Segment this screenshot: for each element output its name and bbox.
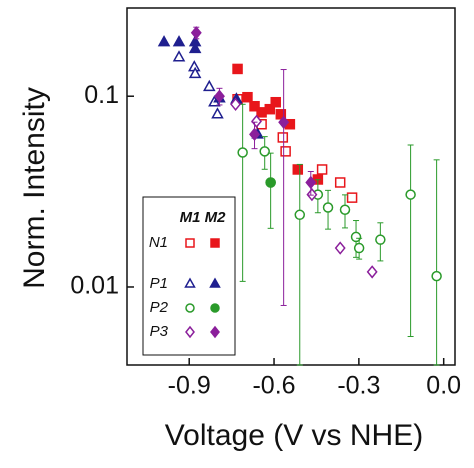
- legend-header: M2: [205, 209, 226, 226]
- y-axis-label: Norm. Intensity: [18, 87, 51, 289]
- marker: [259, 146, 270, 157]
- marker: [188, 66, 202, 79]
- marker: [172, 50, 186, 62]
- marker: [375, 234, 386, 245]
- plot-frame: [126, 7, 456, 366]
- marker: [292, 164, 304, 175]
- marker: [265, 177, 276, 188]
- legend-marker: [184, 277, 196, 288]
- x-tick-label: -0.3: [337, 372, 380, 400]
- y-tick-label: 0.1: [84, 81, 119, 109]
- marker: [350, 231, 362, 243]
- marker: [316, 164, 328, 175]
- marker: [190, 26, 202, 40]
- y-tick-label: 0.01: [70, 272, 119, 300]
- marker: [188, 41, 202, 54]
- legend-marker: [185, 238, 195, 248]
- x-tick-label: -0.9: [168, 372, 211, 400]
- marker: [431, 270, 442, 282]
- marker: [203, 79, 216, 92]
- marker: [405, 189, 416, 200]
- legend-marker: [210, 303, 220, 313]
- marker: [366, 265, 378, 279]
- marker: [322, 202, 334, 213]
- marker: [237, 147, 248, 158]
- marker: [277, 132, 289, 143]
- x-tick-label: 0.0: [426, 372, 461, 400]
- marker: [334, 241, 346, 255]
- marker: [334, 177, 346, 188]
- legend-marker: [209, 277, 221, 288]
- x-axis-label: Voltage (V vs NHE): [165, 419, 423, 452]
- legend-label: P3: [150, 323, 169, 340]
- marker: [249, 127, 260, 142]
- marker: [232, 63, 243, 75]
- marker: [172, 35, 186, 47]
- legend-marker: [185, 303, 195, 313]
- marker: [306, 187, 318, 202]
- marker: [275, 109, 287, 120]
- legend-label: N1: [149, 234, 168, 251]
- legend-marker: [185, 325, 195, 339]
- marker: [346, 192, 358, 203]
- marker: [270, 96, 281, 108]
- marker: [213, 89, 225, 103]
- legend-marker: [210, 238, 220, 248]
- marker: [353, 242, 365, 254]
- marker: [278, 115, 290, 129]
- marker: [242, 91, 253, 103]
- marker: [249, 100, 260, 112]
- marker: [280, 146, 291, 157]
- legend-marker: [210, 325, 220, 339]
- marker: [264, 103, 276, 115]
- legend-label: P1: [150, 275, 168, 292]
- x-tick-label: -0.6: [252, 372, 295, 400]
- legend-label: P2: [150, 299, 169, 316]
- marker: [211, 107, 224, 119]
- marker: [230, 97, 242, 111]
- marker: [339, 204, 351, 216]
- legend-header: M1: [180, 209, 201, 226]
- marker: [157, 35, 171, 47]
- marker: [294, 209, 306, 221]
- marker: [305, 175, 317, 190]
